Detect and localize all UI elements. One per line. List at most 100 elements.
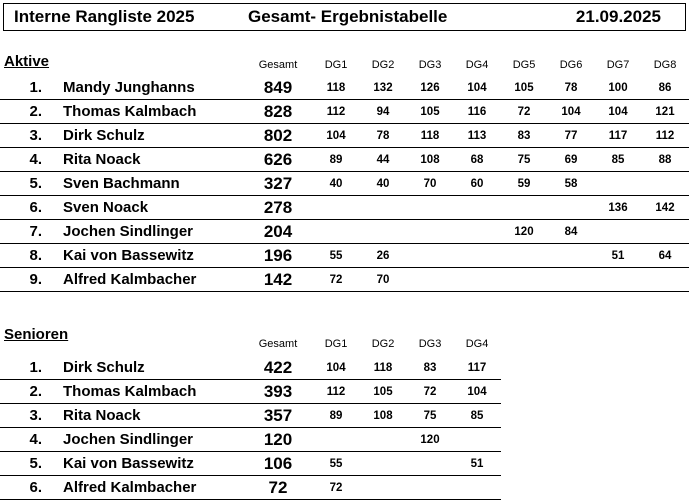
player-name: Jochen Sindlinger bbox=[63, 223, 194, 240]
dg-score: 104 bbox=[326, 362, 346, 374]
dg-score: 113 bbox=[467, 130, 487, 142]
dg-score: 117 bbox=[467, 362, 487, 374]
column-header: DG4 bbox=[465, 59, 489, 71]
total-score: 142 bbox=[263, 270, 293, 289]
dg-score: 26 bbox=[376, 250, 390, 262]
dg-score bbox=[452, 196, 502, 220]
table-row: 4. Jochen Sindlinger 120 120 bbox=[0, 428, 689, 452]
dg-score: 104 bbox=[608, 106, 628, 118]
dg-score: 55 bbox=[329, 458, 343, 470]
player-name: Mandy Junghanns bbox=[63, 79, 195, 96]
dg-score: 70 bbox=[423, 178, 437, 190]
dg-score: 44 bbox=[376, 154, 390, 166]
dg-score: 78 bbox=[376, 130, 390, 142]
rank-cell: 8. bbox=[29, 247, 42, 264]
table-row: 5. Sven Bachmann 327 40 40 70 60 59 58 bbox=[0, 172, 689, 196]
dg-score: 121 bbox=[655, 106, 675, 118]
dg-score: 94 bbox=[376, 106, 390, 118]
column-header: DG1 bbox=[324, 338, 348, 350]
total-score: 849 bbox=[263, 78, 293, 97]
total-score: 278 bbox=[263, 198, 293, 217]
dg-score: 89 bbox=[329, 154, 343, 166]
rank-cell: 7. bbox=[29, 223, 42, 240]
player-name: Sven Noack bbox=[63, 199, 149, 216]
dg-score: 72 bbox=[329, 482, 343, 494]
rank-cell: 1. bbox=[29, 79, 42, 96]
dg-score: 120 bbox=[514, 226, 534, 238]
dg-score: 118 bbox=[326, 82, 346, 94]
dg-score bbox=[593, 268, 643, 292]
table-row: 7. Jochen Sindlinger 204 120 84 bbox=[0, 220, 689, 244]
player-name: Alfred Kalmbacher bbox=[63, 271, 197, 288]
dg-score: 105 bbox=[420, 106, 440, 118]
column-header: DG3 bbox=[418, 338, 442, 350]
dg-score: 104 bbox=[467, 386, 487, 398]
rank-cell: 4. bbox=[29, 151, 42, 168]
table-row: 1. Dirk Schulz 422 104 118 83 117 bbox=[0, 356, 689, 380]
dg-score bbox=[452, 428, 502, 452]
table-row: 3. Dirk Schulz 802 104 78 118 113 83 77 117 112 bbox=[0, 124, 689, 148]
column-header: DG4 bbox=[465, 338, 489, 350]
total-score: 626 bbox=[263, 150, 293, 169]
player-name: Sven Bachmann bbox=[63, 175, 180, 192]
player-name: Jochen Sindlinger bbox=[63, 431, 194, 448]
dg-score bbox=[311, 196, 361, 220]
table-row: 5. Kai von Bassewitz 106 55 51 bbox=[0, 452, 689, 476]
player-name: Kai von Bassewitz bbox=[63, 455, 194, 472]
dg-score bbox=[499, 196, 549, 220]
total-score: 357 bbox=[263, 406, 293, 425]
table-row: 4. Rita Noack 626 89 44 108 68 75 69 85 88 bbox=[0, 148, 689, 172]
column-header: DG7 bbox=[606, 59, 630, 71]
player-name: Dirk Schulz bbox=[63, 359, 145, 376]
dg-score: 40 bbox=[329, 178, 343, 190]
row-divider bbox=[0, 219, 689, 220]
dg-score bbox=[546, 268, 596, 292]
rank-cell: 5. bbox=[29, 175, 42, 192]
dg-score: 64 bbox=[658, 250, 672, 262]
total-score: 204 bbox=[263, 222, 293, 241]
dg-score: 51 bbox=[470, 458, 484, 470]
dg-score bbox=[358, 452, 408, 476]
player-name: Alfred Kalmbacher bbox=[63, 479, 197, 496]
dg-score bbox=[640, 220, 689, 244]
total-score: 120 bbox=[263, 430, 293, 449]
dg-score bbox=[546, 196, 596, 220]
dg-score bbox=[311, 220, 361, 244]
dg-score bbox=[358, 476, 408, 500]
dg-score: 75 bbox=[517, 154, 531, 166]
total-score: 828 bbox=[263, 102, 293, 121]
table-row: 6. Sven Noack 278 136 142 bbox=[0, 196, 689, 220]
dg-score: 70 bbox=[376, 274, 390, 286]
page-header: Interne Rangliste 2025 Gesamt- Ergebnist… bbox=[3, 3, 686, 31]
column-header: DG6 bbox=[559, 59, 583, 71]
column-header: DG2 bbox=[371, 59, 395, 71]
column-header: DG2 bbox=[371, 338, 395, 350]
dg-score: 51 bbox=[611, 250, 625, 262]
total-score: 422 bbox=[263, 358, 293, 377]
row-divider bbox=[0, 171, 689, 172]
dg-score: 105 bbox=[514, 82, 534, 94]
dg-score: 104 bbox=[561, 106, 581, 118]
dg-score: 58 bbox=[564, 178, 578, 190]
dg-score bbox=[358, 196, 408, 220]
dg-score: 78 bbox=[564, 82, 578, 94]
dg-score bbox=[499, 244, 549, 268]
dg-score bbox=[452, 244, 502, 268]
dg-score bbox=[405, 220, 455, 244]
dg-score: 132 bbox=[373, 82, 393, 94]
dg-score: 117 bbox=[608, 130, 628, 142]
rank-cell: 6. bbox=[29, 199, 42, 216]
player-name: Thomas Kalmbach bbox=[63, 383, 197, 400]
table-row: 6. Alfred Kalmbacher 72 72 bbox=[0, 476, 689, 500]
dg-score: 120 bbox=[420, 434, 440, 446]
column-header: Gesamt bbox=[258, 59, 298, 71]
row-divider bbox=[0, 291, 689, 292]
dg-score: 89 bbox=[329, 410, 343, 422]
dg-score: 75 bbox=[423, 410, 437, 422]
total-score: 802 bbox=[263, 126, 293, 145]
dg-score bbox=[358, 220, 408, 244]
dg-score: 112 bbox=[326, 386, 346, 398]
player-name: Rita Noack bbox=[63, 407, 141, 424]
row-divider bbox=[0, 427, 501, 428]
table-row: 3. Rita Noack 357 89 108 75 85 bbox=[0, 404, 689, 428]
